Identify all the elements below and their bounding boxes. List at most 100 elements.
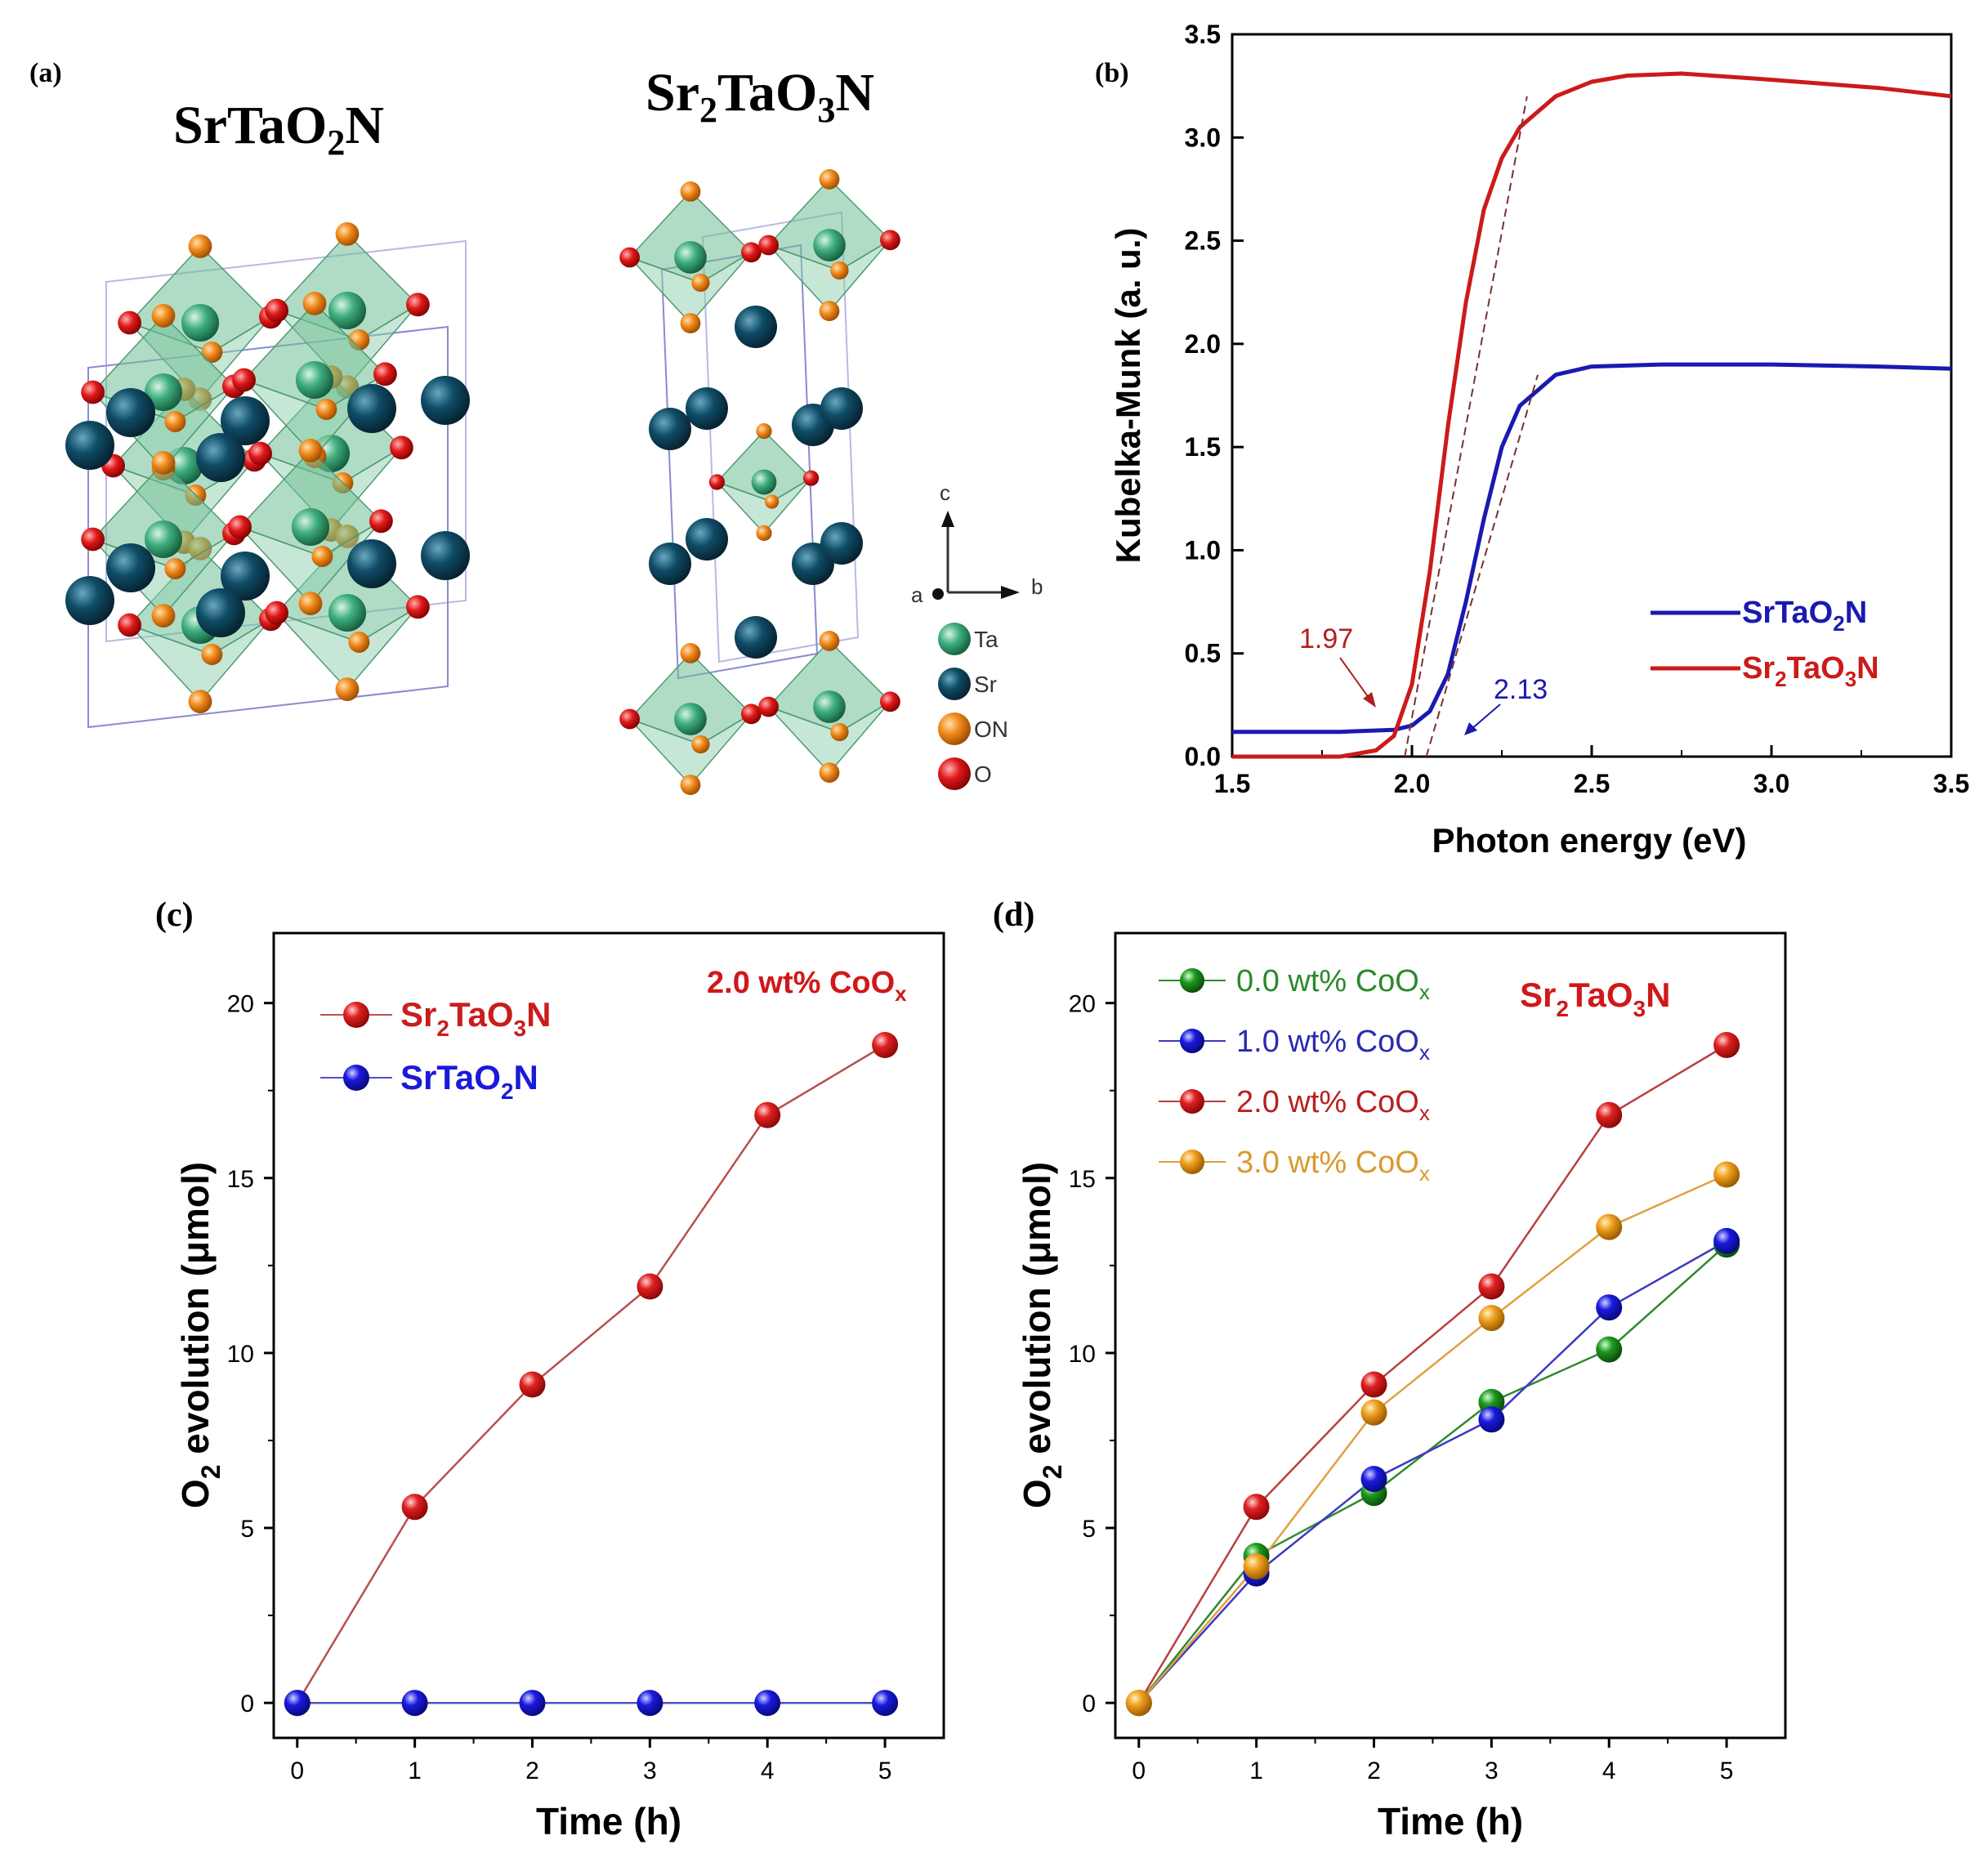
sr-atom: [421, 531, 470, 580]
sample-note-d: Sr2TaO3N: [1520, 976, 1670, 1021]
y-tick-label-b: 1.5: [1185, 432, 1221, 462]
plot-area-b: [1232, 71, 1952, 759]
data-point-c-series0: [519, 1371, 546, 1398]
y-tick-label-b: 1.0: [1185, 535, 1221, 565]
axis-ticks-d: [1106, 1002, 1728, 1748]
series-line-d-2: [1137, 1043, 1727, 1704]
legend-on-label: ON: [974, 717, 1008, 742]
y-tick-label-b: 3.0: [1185, 123, 1221, 152]
ta-atom: [813, 690, 846, 723]
legend-sr-label: Sr: [974, 672, 997, 697]
on-atom: [164, 558, 186, 579]
x-axis-title-b: Photon energy (eV): [1432, 821, 1746, 860]
y-tick-label-b: 2.5: [1185, 226, 1221, 256]
data-point-c-series0: [754, 1101, 781, 1128]
x-tick-label-d: 3: [1485, 1758, 1499, 1784]
annotation-1-97: 1.97: [1299, 623, 1353, 654]
srtao2n-crystal-model: [65, 222, 470, 729]
on-atom: [819, 301, 840, 321]
panel-a-label: (a): [29, 58, 62, 88]
x-axis-title-d: Time (h): [1378, 1800, 1523, 1842]
o-atom: [880, 691, 900, 712]
on-atom: [315, 399, 337, 420]
x-tick-label-d: 4: [1602, 1758, 1616, 1784]
o-atom: [369, 509, 393, 534]
y-tick-labels-c: 0 5 10 15 20: [227, 991, 254, 1718]
sr-atom: [820, 522, 863, 565]
o-atom: [265, 601, 288, 625]
on-atom: [764, 494, 780, 509]
sr2tao3n-crystal-model: [619, 169, 900, 795]
x-tick-label-b: 2.0: [1394, 769, 1430, 798]
y-tick-label-c: 15: [227, 1166, 254, 1193]
on-atom: [201, 342, 223, 363]
data-point-c-series0: [872, 1032, 899, 1058]
x-tick-labels-c: 0 1 2 3 4 5: [290, 1758, 891, 1784]
sr-atom: [347, 384, 396, 433]
legend-marker-d-1: [1180, 1029, 1204, 1053]
data-point-c-series0: [401, 1494, 428, 1521]
on-atom: [335, 677, 360, 701]
o-atom: [390, 435, 413, 460]
x-tick-label-d: 2: [1367, 1758, 1381, 1784]
legend-marker-c-sr2tao3n: [343, 1002, 369, 1028]
y-tick-label-d: 5: [1082, 1516, 1096, 1543]
sr-atom: [820, 387, 863, 430]
on-atom: [164, 411, 186, 432]
legend-label-d-1: 1.0 wt% CoOx: [1236, 1025, 1430, 1065]
legend-label-d-2: 2.0 wt% CoOx: [1236, 1085, 1430, 1125]
axis-a-label: a: [911, 583, 923, 607]
o-atom: [81, 527, 105, 552]
data-point-d-series3: [1596, 1213, 1623, 1240]
plot-frame-d: [1114, 931, 1787, 1740]
y-tick-label-b: 3.5: [1185, 20, 1221, 49]
o-atom: [708, 474, 726, 490]
on-atom: [691, 273, 710, 293]
on-atom: [830, 722, 849, 742]
x-tick-label-c: 2: [525, 1758, 539, 1784]
ta-atom: [674, 703, 707, 735]
on-atom: [830, 261, 849, 280]
o-atom: [232, 368, 256, 392]
on-atom: [151, 604, 176, 628]
o-atom: [118, 613, 142, 637]
data-point-c-series1: [401, 1690, 428, 1717]
legend-on-sphere: [938, 712, 971, 745]
annotation-2-13-arrowhead: [1464, 722, 1477, 735]
o-atom: [228, 515, 252, 539]
sr-atom: [106, 543, 155, 592]
legend-label-sr2tao3n: Sr2TaO3N: [1742, 651, 1879, 691]
data-point-d-series2: [1478, 1273, 1505, 1300]
o-atom: [758, 696, 779, 717]
sr-atom: [735, 616, 777, 659]
o-atom: [248, 441, 272, 466]
series-line-d-0: [1137, 1244, 1727, 1704]
plot-area-c: [284, 1032, 899, 1717]
data-point-d-series1: [1713, 1227, 1740, 1254]
on-atom: [311, 546, 333, 567]
o-atom: [741, 703, 762, 725]
o-atom: [758, 234, 779, 256]
legend-marker-c-srtao2n: [343, 1065, 369, 1091]
annotation-2-13: 2.13: [1494, 674, 1548, 705]
crystal-axes-indicator: c a b: [911, 480, 1043, 607]
x-tick-label-c: 0: [290, 1758, 304, 1784]
panel-b-label: (b): [1095, 58, 1129, 88]
sr-atom: [347, 539, 396, 588]
x-tick-label-c: 4: [761, 1758, 775, 1784]
ta-atom: [144, 520, 183, 559]
on-atom: [348, 632, 370, 653]
legend-sr-sphere: [938, 668, 971, 700]
y-tick-label-b: 0.5: [1185, 639, 1221, 668]
legend-d: 0.0 wt% CoOx 1.0 wt% CoOx 2.0 wt% CoOx 3.0 …: [1159, 964, 1430, 1186]
on-atom: [680, 775, 701, 795]
y-tick-label-c: 10: [227, 1341, 254, 1368]
legend-ta-sphere: [938, 623, 971, 655]
series-line-d-1: [1137, 1239, 1727, 1704]
ta-atom: [328, 593, 367, 632]
plot-area-d: [1125, 1032, 1740, 1717]
x-tick-labels-d: 0 1 2 3 4 5: [1132, 1758, 1733, 1784]
y-tick-labels-b: 0.0 0.5 1.0 1.5 2.0 2.5 3.0 3.5: [1185, 20, 1221, 771]
ta-atom: [291, 507, 330, 547]
y-tick-label-c: 20: [227, 991, 254, 1018]
